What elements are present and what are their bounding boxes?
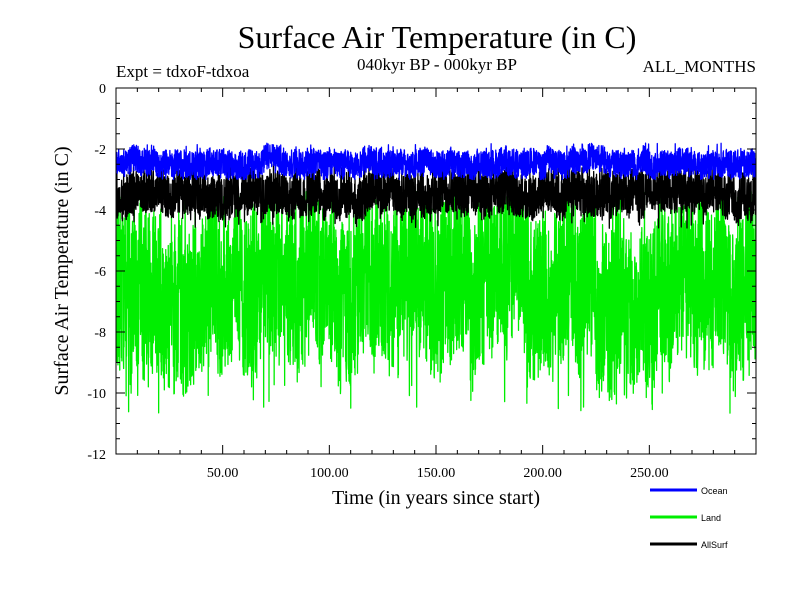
y-tick-label: -2 — [94, 143, 106, 158]
experiment-label: Expt = tdxoF-tdxoa — [116, 62, 250, 81]
y-tick-label: -4 — [94, 204, 106, 219]
y-tick-label: -8 — [94, 326, 106, 341]
x-axis-label: Time (in years since start) — [332, 487, 540, 509]
legend: Ocean Land AllSurf — [650, 486, 728, 550]
x-tick-label: 250.00 — [630, 466, 669, 481]
y-tick-label: -10 — [87, 387, 106, 402]
series-line-land — [116, 191, 756, 414]
legend-label-allsurf: AllSurf — [701, 540, 728, 550]
x-tick-label: 100.00 — [310, 466, 349, 481]
x-tick-label: 50.00 — [207, 466, 239, 481]
y-tick-label: -12 — [87, 448, 106, 463]
months-label: ALL_MONTHS — [643, 57, 756, 76]
chart-subtitle: 040kyr BP - 000kyr BP — [357, 55, 517, 74]
chart-title: Surface Air Temperature (in C) — [238, 19, 637, 55]
legend-label-ocean: Ocean — [701, 486, 728, 496]
x-tick-label: 200.00 — [523, 466, 562, 481]
series-line-ocean — [116, 142, 756, 181]
y-tick-label: -6 — [94, 265, 106, 280]
series-layer — [116, 142, 756, 414]
y-tick-label: 0 — [99, 82, 106, 97]
x-tick-label: 150.00 — [417, 466, 456, 481]
legend-label-land: Land — [701, 513, 721, 523]
ticks-layer: 0 -2 -4 -6 -8 -10 -12 50.00 100.00 150.00 200.00 25… — [87, 82, 756, 481]
y-axis-label: Surface Air Temperature (in C) — [51, 146, 73, 395]
